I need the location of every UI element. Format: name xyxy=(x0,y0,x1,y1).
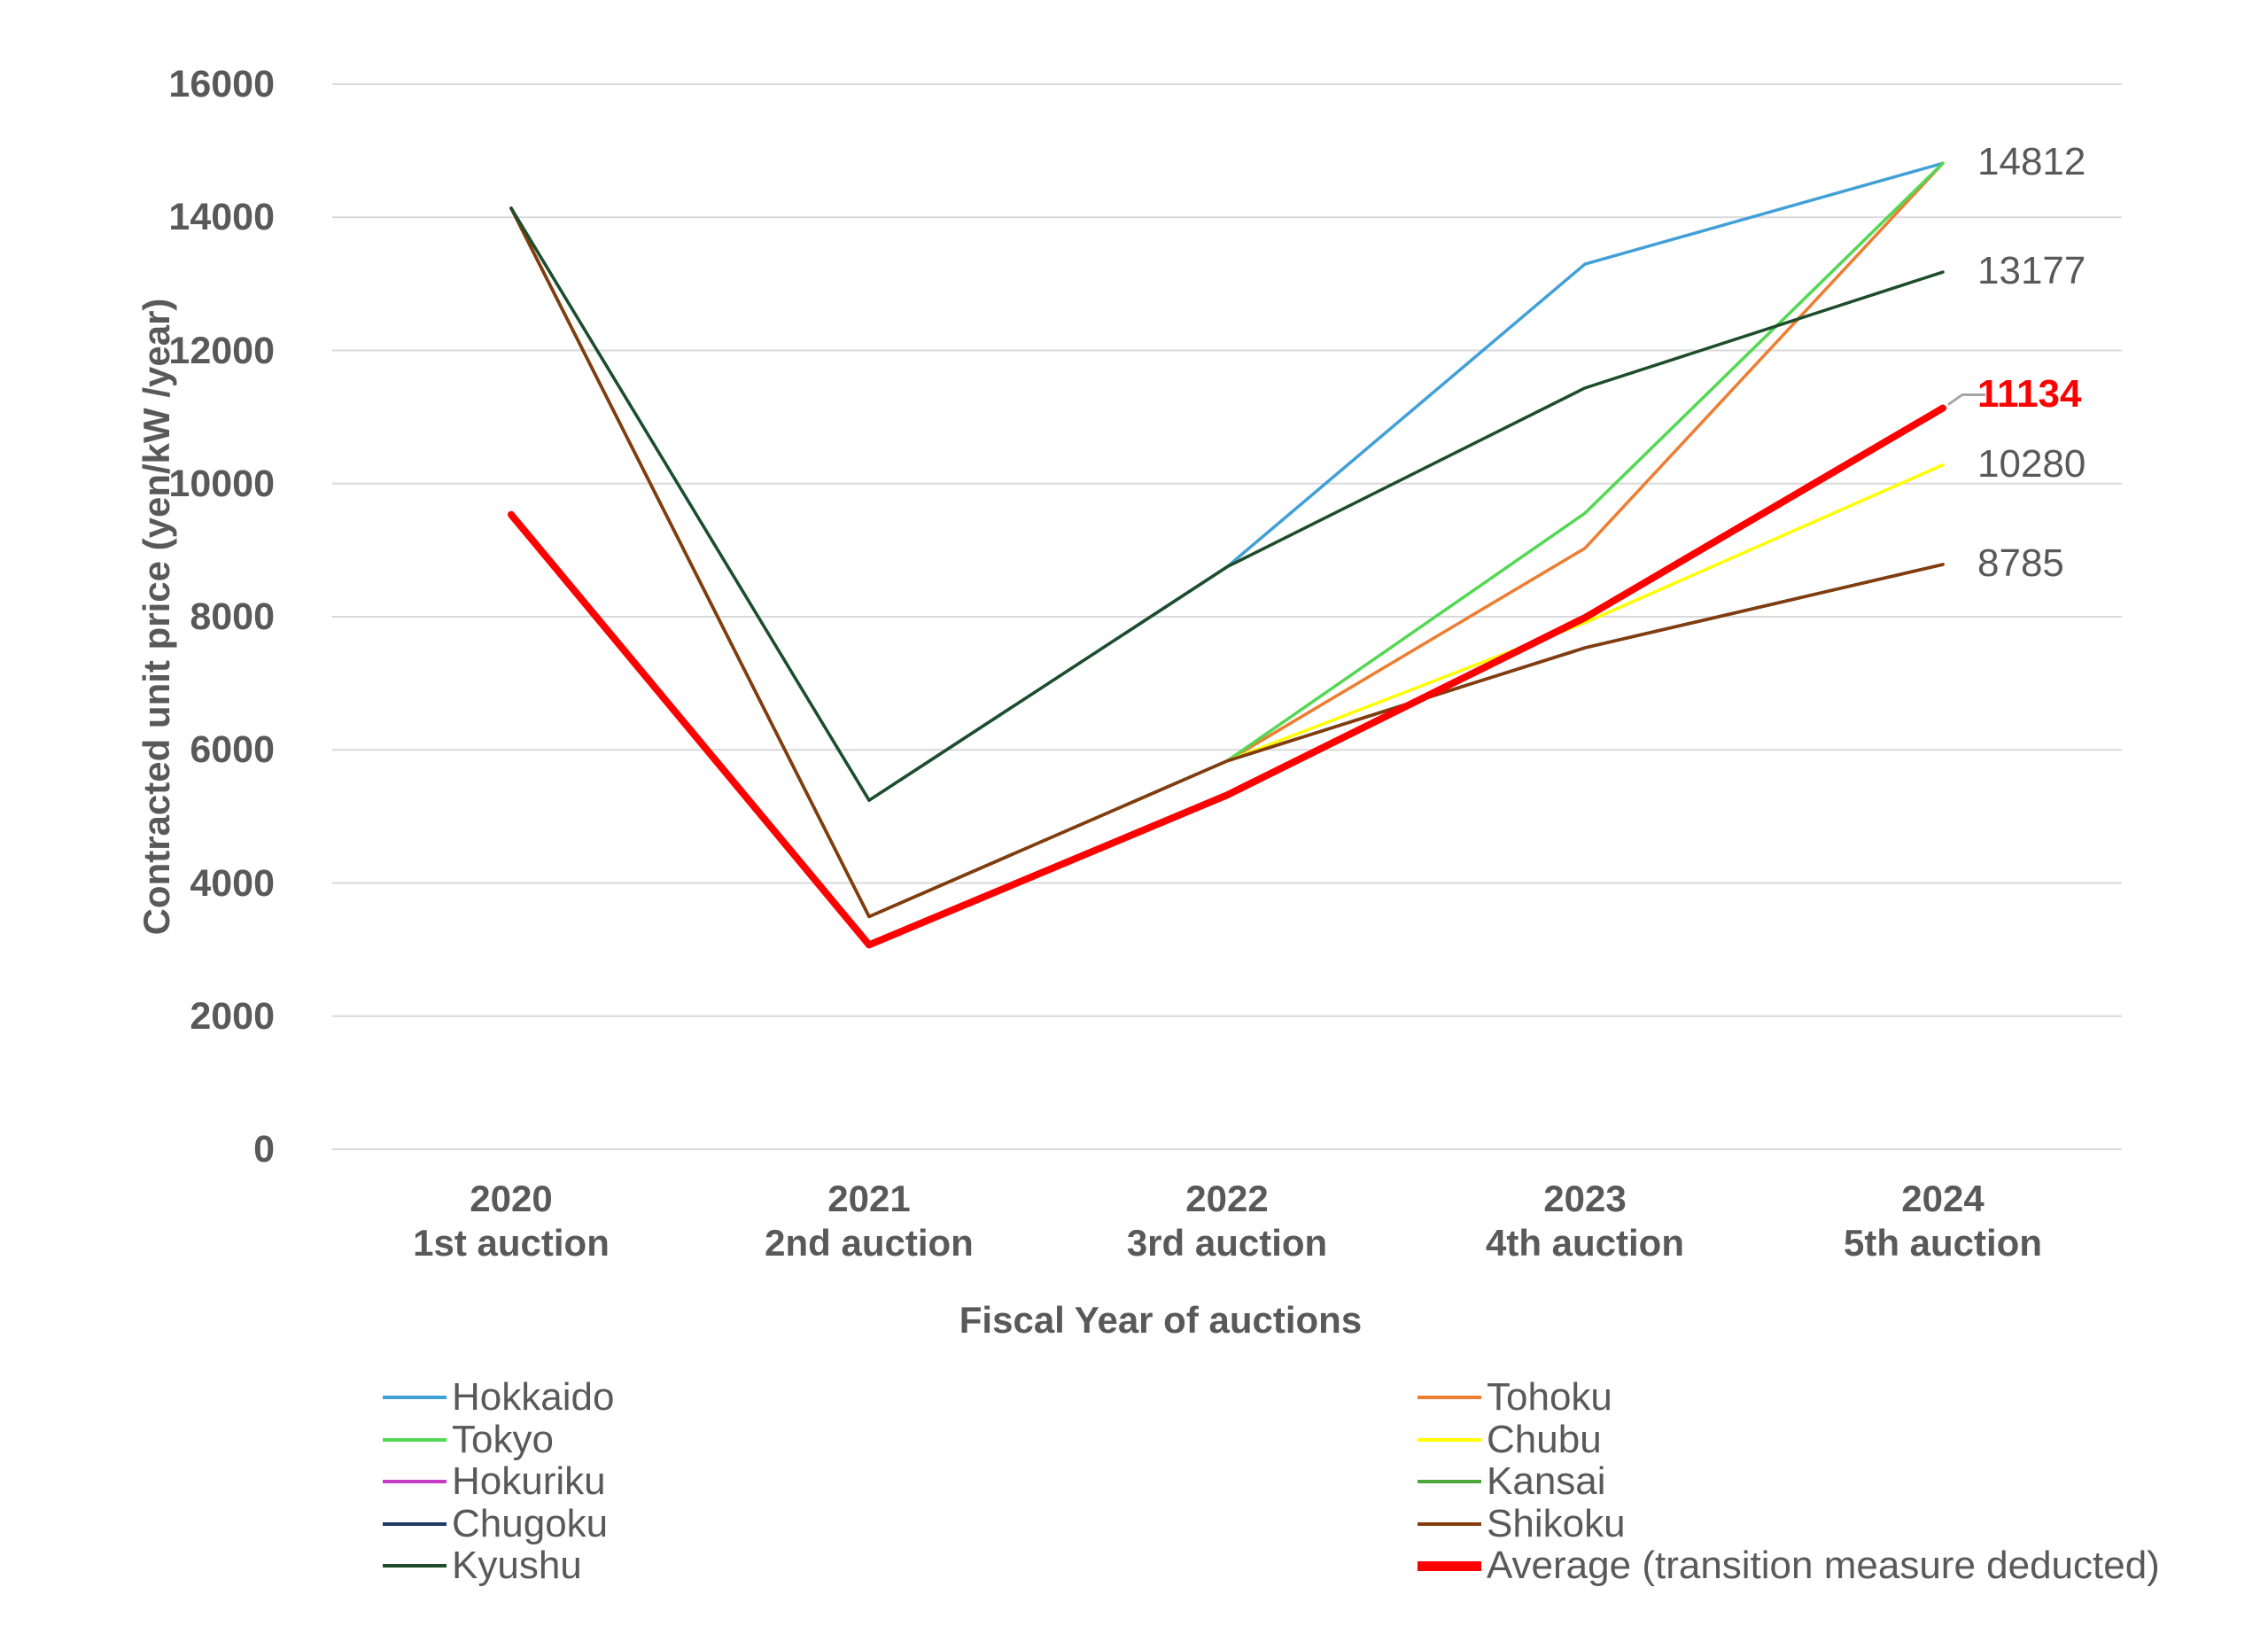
legend-line-swatch xyxy=(383,1396,447,1399)
y-axis-tick-label: 14000 xyxy=(168,196,275,239)
legend-item-kansai: Kansai xyxy=(1418,1459,1606,1503)
legend-line-swatch xyxy=(383,1480,447,1483)
legend-line-swatch xyxy=(1418,1560,1481,1571)
x-axis-tick-label: 2022 3rd auction xyxy=(1126,1178,1328,1264)
legend-line-swatch xyxy=(1418,1521,1481,1526)
series-end-value-label: 8785 xyxy=(1977,541,2064,586)
legend-line-swatch xyxy=(1418,1396,1481,1399)
legend-line-swatch xyxy=(1418,1437,1481,1442)
legend-label: Average (transition measure deducted) xyxy=(1487,1544,2160,1587)
legend-item-kyushu: Kyushu xyxy=(383,1544,582,1587)
legend-item-tohoku: Tohoku xyxy=(1418,1375,1612,1419)
legend-line-swatch xyxy=(1418,1480,1481,1483)
legend-line-swatch xyxy=(383,1437,447,1442)
legend-label: Kyushu xyxy=(452,1544,582,1587)
legend-item-hokuriku: Hokuriku xyxy=(383,1459,606,1503)
legend-item-tokyo: Tokyo xyxy=(383,1417,554,1461)
x-axis-tick-label: 2021 2nd auction xyxy=(765,1178,974,1264)
legend-label: Tokyo xyxy=(452,1417,554,1461)
y-axis-tick-label: 6000 xyxy=(190,728,275,772)
series-line-average-transition-measure-deducted xyxy=(508,404,1946,949)
y-axis-tick-label: 10000 xyxy=(168,462,275,505)
y-axis-tick-label: 2000 xyxy=(190,994,275,1038)
legend-label: Hokuriku xyxy=(452,1459,606,1503)
y-axis-tick-label: 4000 xyxy=(190,861,275,905)
series-end-value-label: 14812 xyxy=(1977,140,2086,184)
legend-item-average-transition-measure-deducted: Average (transition measure deducted) xyxy=(1418,1544,2160,1587)
x-axis-tick-label: 2024 5th auction xyxy=(1843,1178,2042,1264)
legend-item-chubu: Chubu xyxy=(1418,1417,1602,1461)
leader-line xyxy=(1947,393,1985,406)
legend-label: Chubu xyxy=(1487,1417,1602,1461)
series-line-kyushu xyxy=(509,206,1945,802)
series-line-tokyo xyxy=(509,161,1945,919)
x-axis-tick-label: 2020 1st auction xyxy=(413,1178,610,1264)
series-line-shikoku xyxy=(509,206,1945,919)
legend-label: Kansai xyxy=(1487,1459,1606,1503)
series-end-value-label: 13177 xyxy=(1977,249,2086,293)
legend-item-shikoku: Shikoku xyxy=(1418,1501,1626,1545)
legend-item-hokkaido: Hokkaido xyxy=(383,1375,615,1419)
legend-label: Chugoku xyxy=(452,1501,609,1545)
series-line-tohoku xyxy=(509,161,1945,919)
legend-label: Hokkaido xyxy=(452,1375,615,1419)
y-axis-tick-label: 16000 xyxy=(168,63,275,105)
series-end-value-label: 11134 xyxy=(1977,371,2082,416)
series-line-hokkaido xyxy=(509,161,1945,802)
y-axis-tick-label: 8000 xyxy=(190,595,275,638)
legend-line-swatch xyxy=(383,1521,447,1526)
legend-label: Shikoku xyxy=(1487,1501,1626,1545)
x-axis-title: Fiscal Year of auctions xyxy=(959,1299,1363,1341)
legend-item-chugoku: Chugoku xyxy=(383,1501,609,1545)
series-end-value-label: 10280 xyxy=(1977,441,2086,486)
legend-label: Tohoku xyxy=(1487,1375,1612,1419)
legend-line-swatch xyxy=(383,1564,447,1568)
y-axis-tick-label: 12000 xyxy=(168,329,275,372)
x-axis-tick-label: 2023 4th auction xyxy=(1485,1178,1684,1264)
y-axis-tick-label: 0 xyxy=(253,1128,275,1171)
